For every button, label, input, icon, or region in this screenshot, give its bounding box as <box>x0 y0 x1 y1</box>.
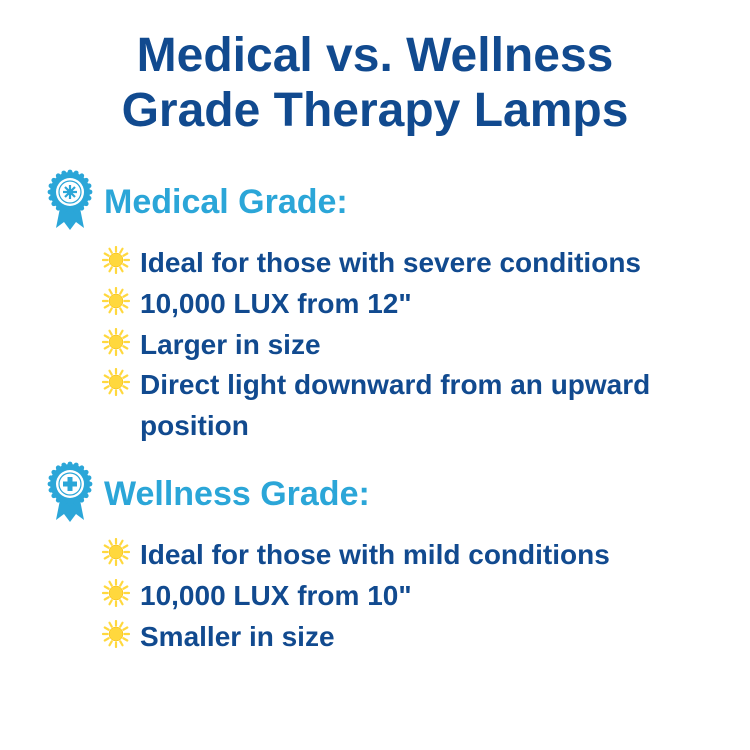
sun-icon <box>102 538 130 573</box>
title-line-2: Grade Therapy Lamps <box>122 84 629 137</box>
list-item: 10,000 LUX from 10" <box>102 576 726 617</box>
sun-icon <box>102 579 130 614</box>
sun-icon <box>102 328 130 363</box>
sun-icon <box>102 246 130 281</box>
list-item: Larger in size <box>102 325 726 366</box>
wellness-bullets: Ideal for those with mild conditions 10,… <box>24 535 726 657</box>
bullet-text: 10,000 LUX from 10" <box>140 576 412 617</box>
page-title: Medical vs. Wellness Grade Therapy Lamps <box>24 28 726 138</box>
section-wellness: Wellness Grade: Ideal for those with mil… <box>24 460 726 657</box>
wellness-badge-icon <box>44 460 96 529</box>
sun-icon <box>102 287 130 322</box>
medical-badge-icon <box>44 168 96 237</box>
list-item: Direct light downward from an upward pos… <box>102 365 726 446</box>
bullet-text: Smaller in size <box>140 617 335 658</box>
wellness-heading: Wellness Grade: <box>104 475 370 514</box>
bullet-text: Direct light downward from an upward pos… <box>140 365 700 446</box>
bullet-text: Larger in size <box>140 325 321 366</box>
list-item: Ideal for those with mild conditions <box>102 535 726 576</box>
section-header-wellness: Wellness Grade: <box>24 460 726 529</box>
section-medical: Medical Grade: Ideal for those with seve… <box>24 168 726 446</box>
sun-icon <box>102 620 130 655</box>
list-item: Ideal for those with severe conditions <box>102 243 726 284</box>
medical-bullets: Ideal for those with severe conditions 1… <box>24 243 726 446</box>
section-header-medical: Medical Grade: <box>24 168 726 237</box>
list-item: Smaller in size <box>102 617 726 658</box>
bullet-text: 10,000 LUX from 12" <box>140 284 412 325</box>
bullet-text: Ideal for those with mild conditions <box>140 535 610 576</box>
bullet-text: Ideal for those with severe conditions <box>140 243 641 284</box>
title-line-1: Medical vs. Wellness <box>137 29 614 82</box>
medical-heading: Medical Grade: <box>104 183 348 222</box>
sun-icon <box>102 368 130 403</box>
list-item: 10,000 LUX from 12" <box>102 284 726 325</box>
